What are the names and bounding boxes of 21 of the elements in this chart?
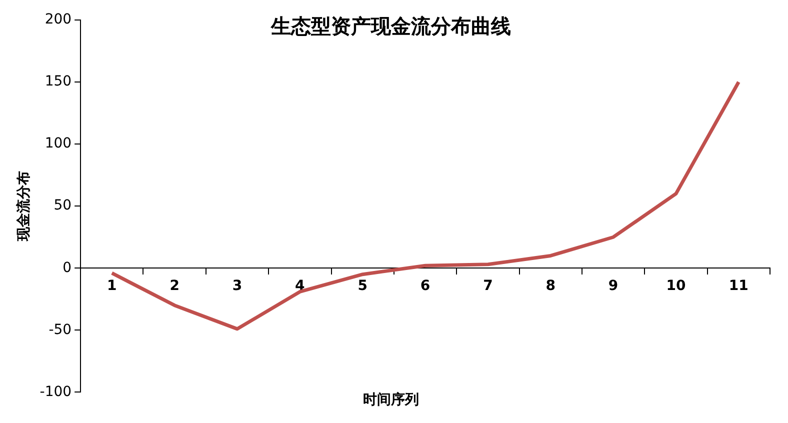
y-axis-title: 现金流分布 (15, 171, 32, 242)
x-tick-label: 11 (728, 278, 748, 294)
x-tick-label: 10 (666, 278, 686, 294)
y-tick-label: 200 (44, 12, 72, 28)
y-tick-label: 150 (44, 74, 72, 90)
x-tick-label: 9 (608, 278, 618, 294)
x-tick-label: 1 (107, 278, 117, 294)
x-tick-label: 8 (546, 278, 556, 294)
y-tick-label: 100 (44, 136, 72, 152)
y-tick-label: 50 (54, 198, 72, 214)
chart-title: 生态型资产现金流分布曲线 (270, 14, 511, 38)
x-tick-label: 4 (295, 278, 306, 294)
x-tick-label: 7 (483, 278, 493, 294)
x-tick-label: 6 (420, 278, 430, 294)
x-tick-label: 2 (170, 278, 180, 294)
y-tick-label: -100 (40, 384, 72, 400)
x-tick-label: 3 (232, 278, 242, 294)
y-tick-label: -50 (48, 322, 72, 338)
x-tick-label: 5 (358, 278, 368, 294)
y-tick-label: 0 (62, 260, 72, 276)
x-axis-title: 时间序列 (363, 391, 419, 408)
